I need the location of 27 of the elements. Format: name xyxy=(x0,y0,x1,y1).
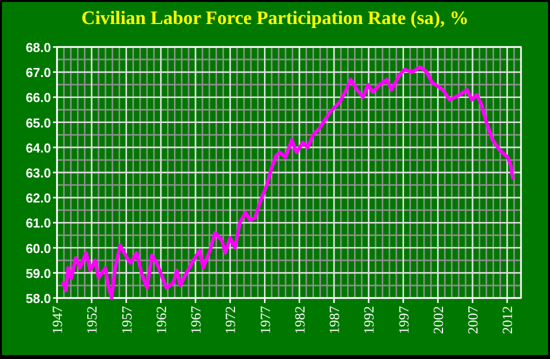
x-tick-label: 1987 xyxy=(328,306,344,334)
x-tick-label: 2012 xyxy=(501,306,516,334)
y-tick-label: 68.0 xyxy=(26,40,51,55)
x-tick-label: 2002 xyxy=(432,306,447,334)
x-tick-label: 1992 xyxy=(362,306,378,334)
y-tick-label: 58.0 xyxy=(26,291,51,306)
x-tick-label: 1957 xyxy=(120,306,136,334)
y-tick-label: 62.0 xyxy=(26,190,51,206)
line-series xyxy=(61,65,514,300)
y-tick-label: 67.0 xyxy=(26,65,51,80)
x-tick-label: 1962 xyxy=(154,306,170,334)
x-tick-label: 1982 xyxy=(293,306,308,334)
y-tick-label: 63.0 xyxy=(26,166,51,180)
x-tick-label: 1952 xyxy=(86,306,101,334)
x-tick-label: 1967 xyxy=(190,306,205,334)
y-tick-label: 65.0 xyxy=(26,115,51,130)
x-tick-label: 2007 xyxy=(466,306,482,334)
y-tick-label: 61.0 xyxy=(26,216,51,231)
y-tick-label: 59.0 xyxy=(26,266,51,281)
x-tick-label: 1972 xyxy=(224,306,240,334)
x-tick-label: 1947 xyxy=(51,306,66,334)
x-tick-label: 1977 xyxy=(258,306,274,334)
y-tick-label: 66.0 xyxy=(26,90,51,106)
y-tick-label: 60.0 xyxy=(26,240,51,256)
x-tick-label: 1997 xyxy=(397,306,412,334)
chart-title: Civilian Labor Force Participation Rate (sa), % xyxy=(81,8,469,29)
y-tick-label: 64.0 xyxy=(26,140,51,156)
